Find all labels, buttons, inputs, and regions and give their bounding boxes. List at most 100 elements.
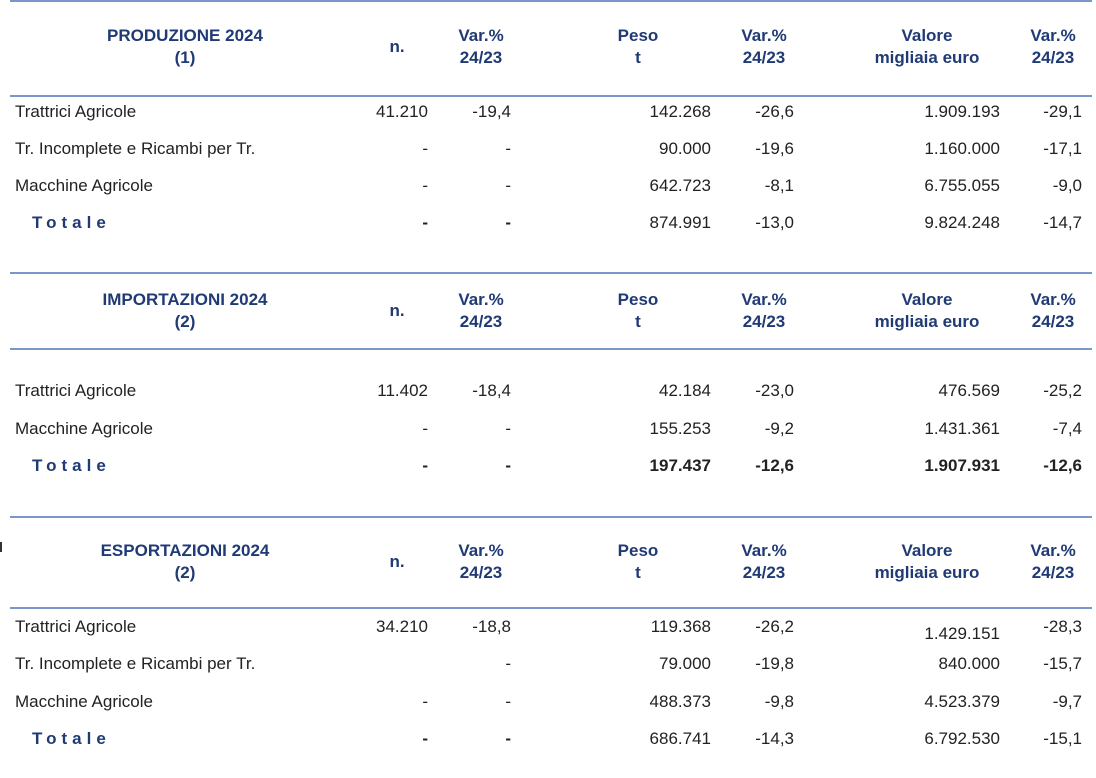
column-header-line: Peso	[617, 26, 659, 45]
section-top-rule	[10, 0, 1092, 2]
column-header-line: 24/23	[742, 312, 786, 331]
section-title-line: (1)	[174, 48, 196, 67]
cell-var-n: -	[505, 213, 511, 232]
column-header-line: n.	[389, 37, 405, 56]
cell-valore: 9.824.248	[924, 213, 1000, 232]
column-header-peso: Peso t	[598, 25, 678, 69]
cell-var-n: -18,8	[472, 617, 511, 636]
cell-valore: 6.792.530	[924, 729, 1000, 748]
cell-var-valore: -17,1	[1043, 139, 1082, 158]
cell-peso: 686.741	[649, 729, 711, 748]
cell-var-peso: -8,1	[764, 176, 794, 195]
column-header-line: Valore	[901, 290, 953, 309]
cell-peso: 79.000	[659, 654, 711, 673]
cell-n: -	[422, 692, 428, 711]
column-header-var-peso: Var.% 24/23	[724, 289, 804, 333]
row-label: Tr. Incomplete e Ricambi per Tr.	[15, 139, 256, 158]
cell-var-valore: -15,7	[1043, 654, 1082, 673]
section-title: PRODUZIONE 2024 (1)	[70, 25, 300, 69]
cell-peso: 142.268	[649, 102, 711, 121]
cell-peso: 197.437	[649, 456, 711, 475]
cell-var-n: -	[505, 419, 511, 438]
column-header-line: Peso	[617, 541, 659, 560]
section-title: IMPORTAZIONI 2024 (2)	[70, 289, 300, 333]
column-header-line: migliaia euro	[874, 563, 980, 582]
column-header-var-valore: Var.% 24/23	[1013, 540, 1093, 584]
cell-var-peso: -23,0	[755, 381, 794, 400]
row-label: Macchine Agricole	[15, 176, 153, 195]
column-header-n: n.	[367, 300, 427, 322]
column-header-line: Var.%	[458, 290, 504, 309]
cell-var-peso: -12,6	[755, 456, 794, 475]
section-title-line: IMPORTAZIONI 2024	[102, 290, 268, 309]
column-header-valore: Valore migliaia euro	[842, 25, 1012, 69]
column-header-line: 24/23	[742, 563, 786, 582]
column-header-var-peso: Var.% 24/23	[724, 25, 804, 69]
column-header-peso: Peso t	[598, 289, 678, 333]
cell-var-peso: -13,0	[755, 213, 794, 232]
cell-valore: 1.160.000	[924, 139, 1000, 158]
column-header-line: t	[635, 312, 641, 331]
cell-var-n: -	[505, 139, 511, 158]
left-edge-tick-mark	[0, 542, 2, 552]
cell-n: 11.402	[377, 381, 428, 400]
column-header-peso: Peso t	[598, 540, 678, 584]
cell-valore: 1.431.361	[924, 419, 1000, 438]
column-header-line: 24/23	[1031, 312, 1075, 331]
cell-valore: 1.429.151	[924, 624, 1000, 643]
row-label: Trattrici Agricole	[15, 102, 137, 121]
cell-peso: 90.000	[659, 139, 711, 158]
cell-var-peso: -26,6	[755, 102, 794, 121]
column-header-line: t	[635, 48, 641, 67]
cell-peso: 488.373	[649, 692, 711, 711]
cell-n: -	[422, 729, 428, 748]
row-label: Macchine Agricole	[15, 419, 153, 438]
column-header-line: t	[635, 563, 641, 582]
column-header-line: n.	[389, 301, 405, 320]
column-header-n: n.	[367, 551, 427, 573]
section-top-rule	[10, 272, 1092, 274]
cell-valore: 840.000	[938, 654, 1000, 673]
column-header-line: migliaia euro	[874, 312, 980, 331]
cell-valore: 4.523.379	[924, 692, 1000, 711]
cell-n: -	[422, 419, 428, 438]
column-header-line: 24/23	[742, 48, 786, 67]
cell-var-n: -	[505, 692, 511, 711]
section-title-line: ESPORTAZIONI 2024	[100, 541, 270, 560]
column-header-line: 24/23	[459, 48, 503, 67]
column-header-var-n: Var.% 24/23	[441, 540, 521, 584]
cell-var-valore: -28,3	[1043, 617, 1082, 636]
column-header-n: n.	[367, 36, 427, 58]
column-header-line: Var.%	[741, 541, 787, 560]
column-header-line: 24/23	[459, 563, 503, 582]
cell-var-n: -18,4	[472, 381, 511, 400]
column-header-line: 24/23	[459, 312, 503, 331]
cell-var-valore: -9,7	[1052, 692, 1082, 711]
cell-n: -	[422, 176, 428, 195]
column-header-var-valore: Var.% 24/23	[1013, 289, 1093, 333]
column-header-valore: Valore migliaia euro	[842, 540, 1012, 584]
column-header-line: Peso	[617, 290, 659, 309]
cell-peso: 642.723	[649, 176, 711, 195]
cell-var-valore: -7,4	[1052, 419, 1082, 438]
cell-n: 34.210	[376, 617, 428, 636]
cell-var-valore: -25,2	[1043, 381, 1082, 400]
cell-var-peso: -19,6	[755, 139, 794, 158]
cell-var-n: -	[505, 176, 511, 195]
cell-var-valore: -15,1	[1043, 729, 1082, 748]
cell-n: -	[422, 213, 428, 232]
column-header-line: Var.%	[741, 290, 787, 309]
column-header-line: Valore	[901, 26, 953, 45]
section-top-rule	[10, 516, 1092, 518]
total-label: Totale	[32, 729, 111, 748]
column-header-var-peso: Var.% 24/23	[724, 540, 804, 584]
cell-var-peso: -9,2	[764, 419, 794, 438]
section-title: ESPORTAZIONI 2024 (2)	[70, 540, 300, 584]
column-header-line: Var.%	[458, 26, 504, 45]
section-header-rule	[10, 348, 1092, 350]
section-header-rule	[10, 607, 1092, 609]
cell-peso: 42.184	[659, 381, 711, 400]
row-label: Macchine Agricole	[15, 692, 153, 711]
column-header-var-valore: Var.% 24/23	[1013, 25, 1093, 69]
